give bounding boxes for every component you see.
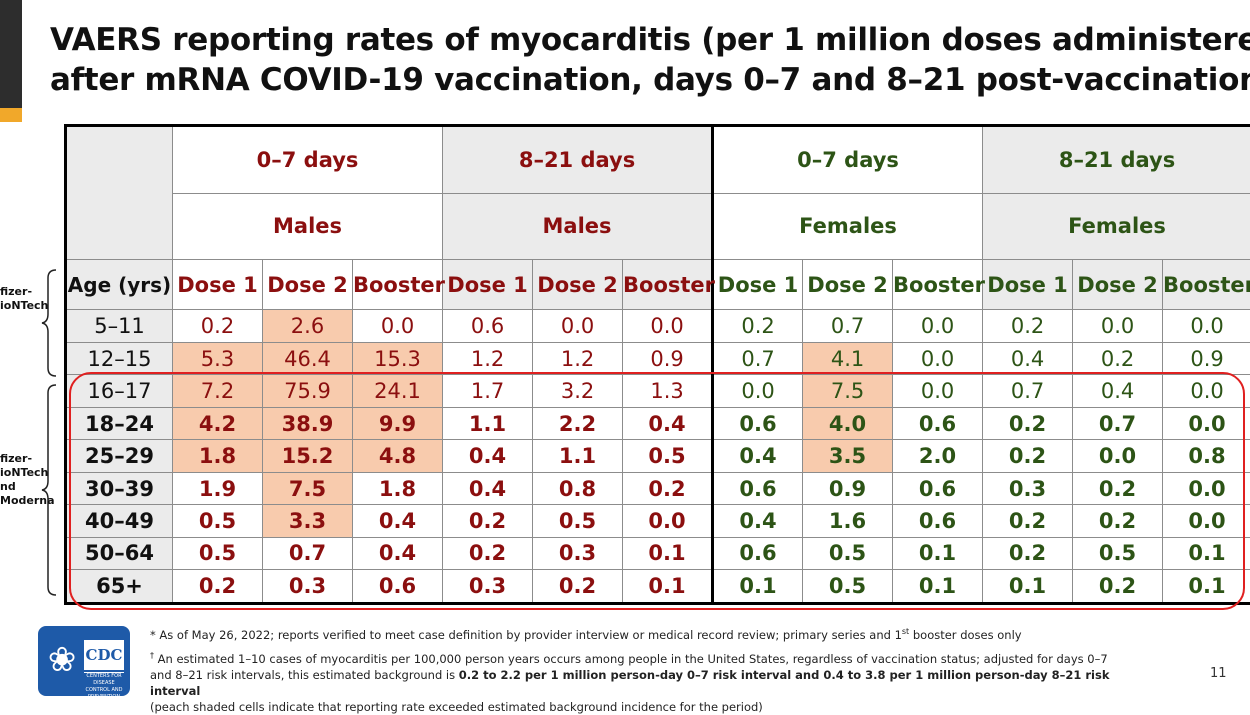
dose-header-cell: Dose 2 bbox=[263, 259, 353, 310]
rate-cell: 4.1 bbox=[803, 342, 893, 374]
rate-cell: 0.7 bbox=[713, 342, 803, 374]
rate-cell: 46.4 bbox=[263, 342, 353, 374]
cdc-logo-subtext: CENTERS FOR DISEASE CONTROL AND PREVENTI… bbox=[84, 672, 124, 687]
cdc-logo-text: CDC bbox=[84, 640, 124, 670]
rate-cell: 2.6 bbox=[263, 310, 353, 342]
rate-cell: 15.3 bbox=[353, 342, 443, 374]
rate-cell: 0.9 bbox=[1163, 342, 1250, 374]
sex-header-female-0-7: Females bbox=[713, 193, 983, 259]
slide-title: VAERS reporting rates of myocarditis (pe… bbox=[50, 20, 1230, 100]
side-label-2-line-3: nd bbox=[0, 480, 44, 494]
accent-bar bbox=[0, 0, 22, 122]
side-label-2-line-4: Moderna bbox=[0, 494, 44, 508]
side-label-1-line-1: fizer- bbox=[0, 285, 42, 299]
rate-cell: 0.0 bbox=[533, 310, 623, 342]
period-header-female-0-7: 0–7 days bbox=[713, 126, 983, 194]
dose-header-cell: Dose 1 bbox=[983, 259, 1073, 310]
age-header: Age (yrs) bbox=[66, 259, 173, 310]
page-number: 11 bbox=[1210, 666, 1227, 681]
cdc-logo: ❀ CDC CENTERS FOR DISEASE CONTROL AND PR… bbox=[38, 626, 130, 696]
dose-header-cell: Dose 1 bbox=[173, 259, 263, 310]
period-header-male-0-7: 0–7 days bbox=[173, 126, 443, 194]
rate-cell: 0.0 bbox=[1073, 310, 1163, 342]
brace-group-1 bbox=[40, 268, 60, 378]
rate-cell: 0.6 bbox=[443, 310, 533, 342]
footnote-2: † An estimated 1–10 cases of myocarditis… bbox=[150, 648, 1150, 715]
rate-cell: 0.2 bbox=[1073, 342, 1163, 374]
dose-header-cell: Dose 2 bbox=[1073, 259, 1163, 310]
rate-cell: 0.7 bbox=[803, 310, 893, 342]
rate-cell: 0.4 bbox=[983, 342, 1073, 374]
rate-cell: 0.0 bbox=[353, 310, 443, 342]
side-label-2-line-1: fizer- bbox=[0, 452, 44, 466]
dose-header-cell: Dose 1 bbox=[443, 259, 533, 310]
title-line-1: VAERS reporting rates of myocarditis (pe… bbox=[50, 20, 1230, 60]
rate-cell: 0.0 bbox=[893, 342, 983, 374]
age-cell: 12–15 bbox=[66, 342, 173, 374]
rate-cell: 1.2 bbox=[533, 342, 623, 374]
period-header-male-8-21: 8–21 days bbox=[443, 126, 713, 194]
dose-header-cell: Dose 2 bbox=[803, 259, 893, 310]
hhs-eagle-icon: ❀ bbox=[44, 634, 80, 686]
period-header-row: 0–7 days 8–21 days 0–7 days 8–21 days bbox=[66, 126, 1250, 194]
dose-header-cell: Booster bbox=[353, 259, 443, 310]
highlight-box-adults bbox=[69, 372, 1245, 610]
sex-header-female-8-21: Females bbox=[983, 193, 1250, 259]
sex-header-male-0-7: Males bbox=[173, 193, 443, 259]
rate-cell: 1.2 bbox=[443, 342, 533, 374]
dose-header-cell: Booster bbox=[1163, 259, 1250, 310]
dose-header-cell: Dose 1 bbox=[713, 259, 803, 310]
period-header-female-8-21: 8–21 days bbox=[983, 126, 1250, 194]
footnote-1: * As of May 26, 2022; reports verified t… bbox=[150, 624, 1150, 643]
corner-cell bbox=[66, 126, 173, 260]
dose-header-cell: Booster bbox=[623, 259, 713, 310]
side-label-pfizer: fizer- ioNTech bbox=[0, 285, 42, 313]
rate-cell: 5.3 bbox=[173, 342, 263, 374]
age-cell: 5–11 bbox=[66, 310, 173, 342]
dose-header-cell: Dose 2 bbox=[533, 259, 623, 310]
dose-header-cell: Booster bbox=[893, 259, 983, 310]
sex-header-male-8-21: Males bbox=[443, 193, 713, 259]
rate-cell: 0.0 bbox=[623, 310, 713, 342]
rate-cell: 0.0 bbox=[893, 310, 983, 342]
side-label-1-line-2: ioNTech bbox=[0, 299, 42, 313]
rate-cell: 0.2 bbox=[983, 310, 1073, 342]
accent-bar-gold bbox=[0, 108, 22, 122]
rate-cell: 0.2 bbox=[713, 310, 803, 342]
rate-cell: 0.0 bbox=[1163, 310, 1250, 342]
side-label-2-line-2: ioNTech bbox=[0, 466, 44, 480]
title-line-2: after mRNA COVID-19 vaccination, days 0–… bbox=[50, 62, 1250, 98]
rate-cell: 0.9 bbox=[623, 342, 713, 374]
sex-header-row: Males Males Females Females bbox=[66, 193, 1250, 259]
side-label-pfizer-moderna: fizer- ioNTech nd Moderna bbox=[0, 452, 44, 508]
rate-cell: 0.2 bbox=[173, 310, 263, 342]
